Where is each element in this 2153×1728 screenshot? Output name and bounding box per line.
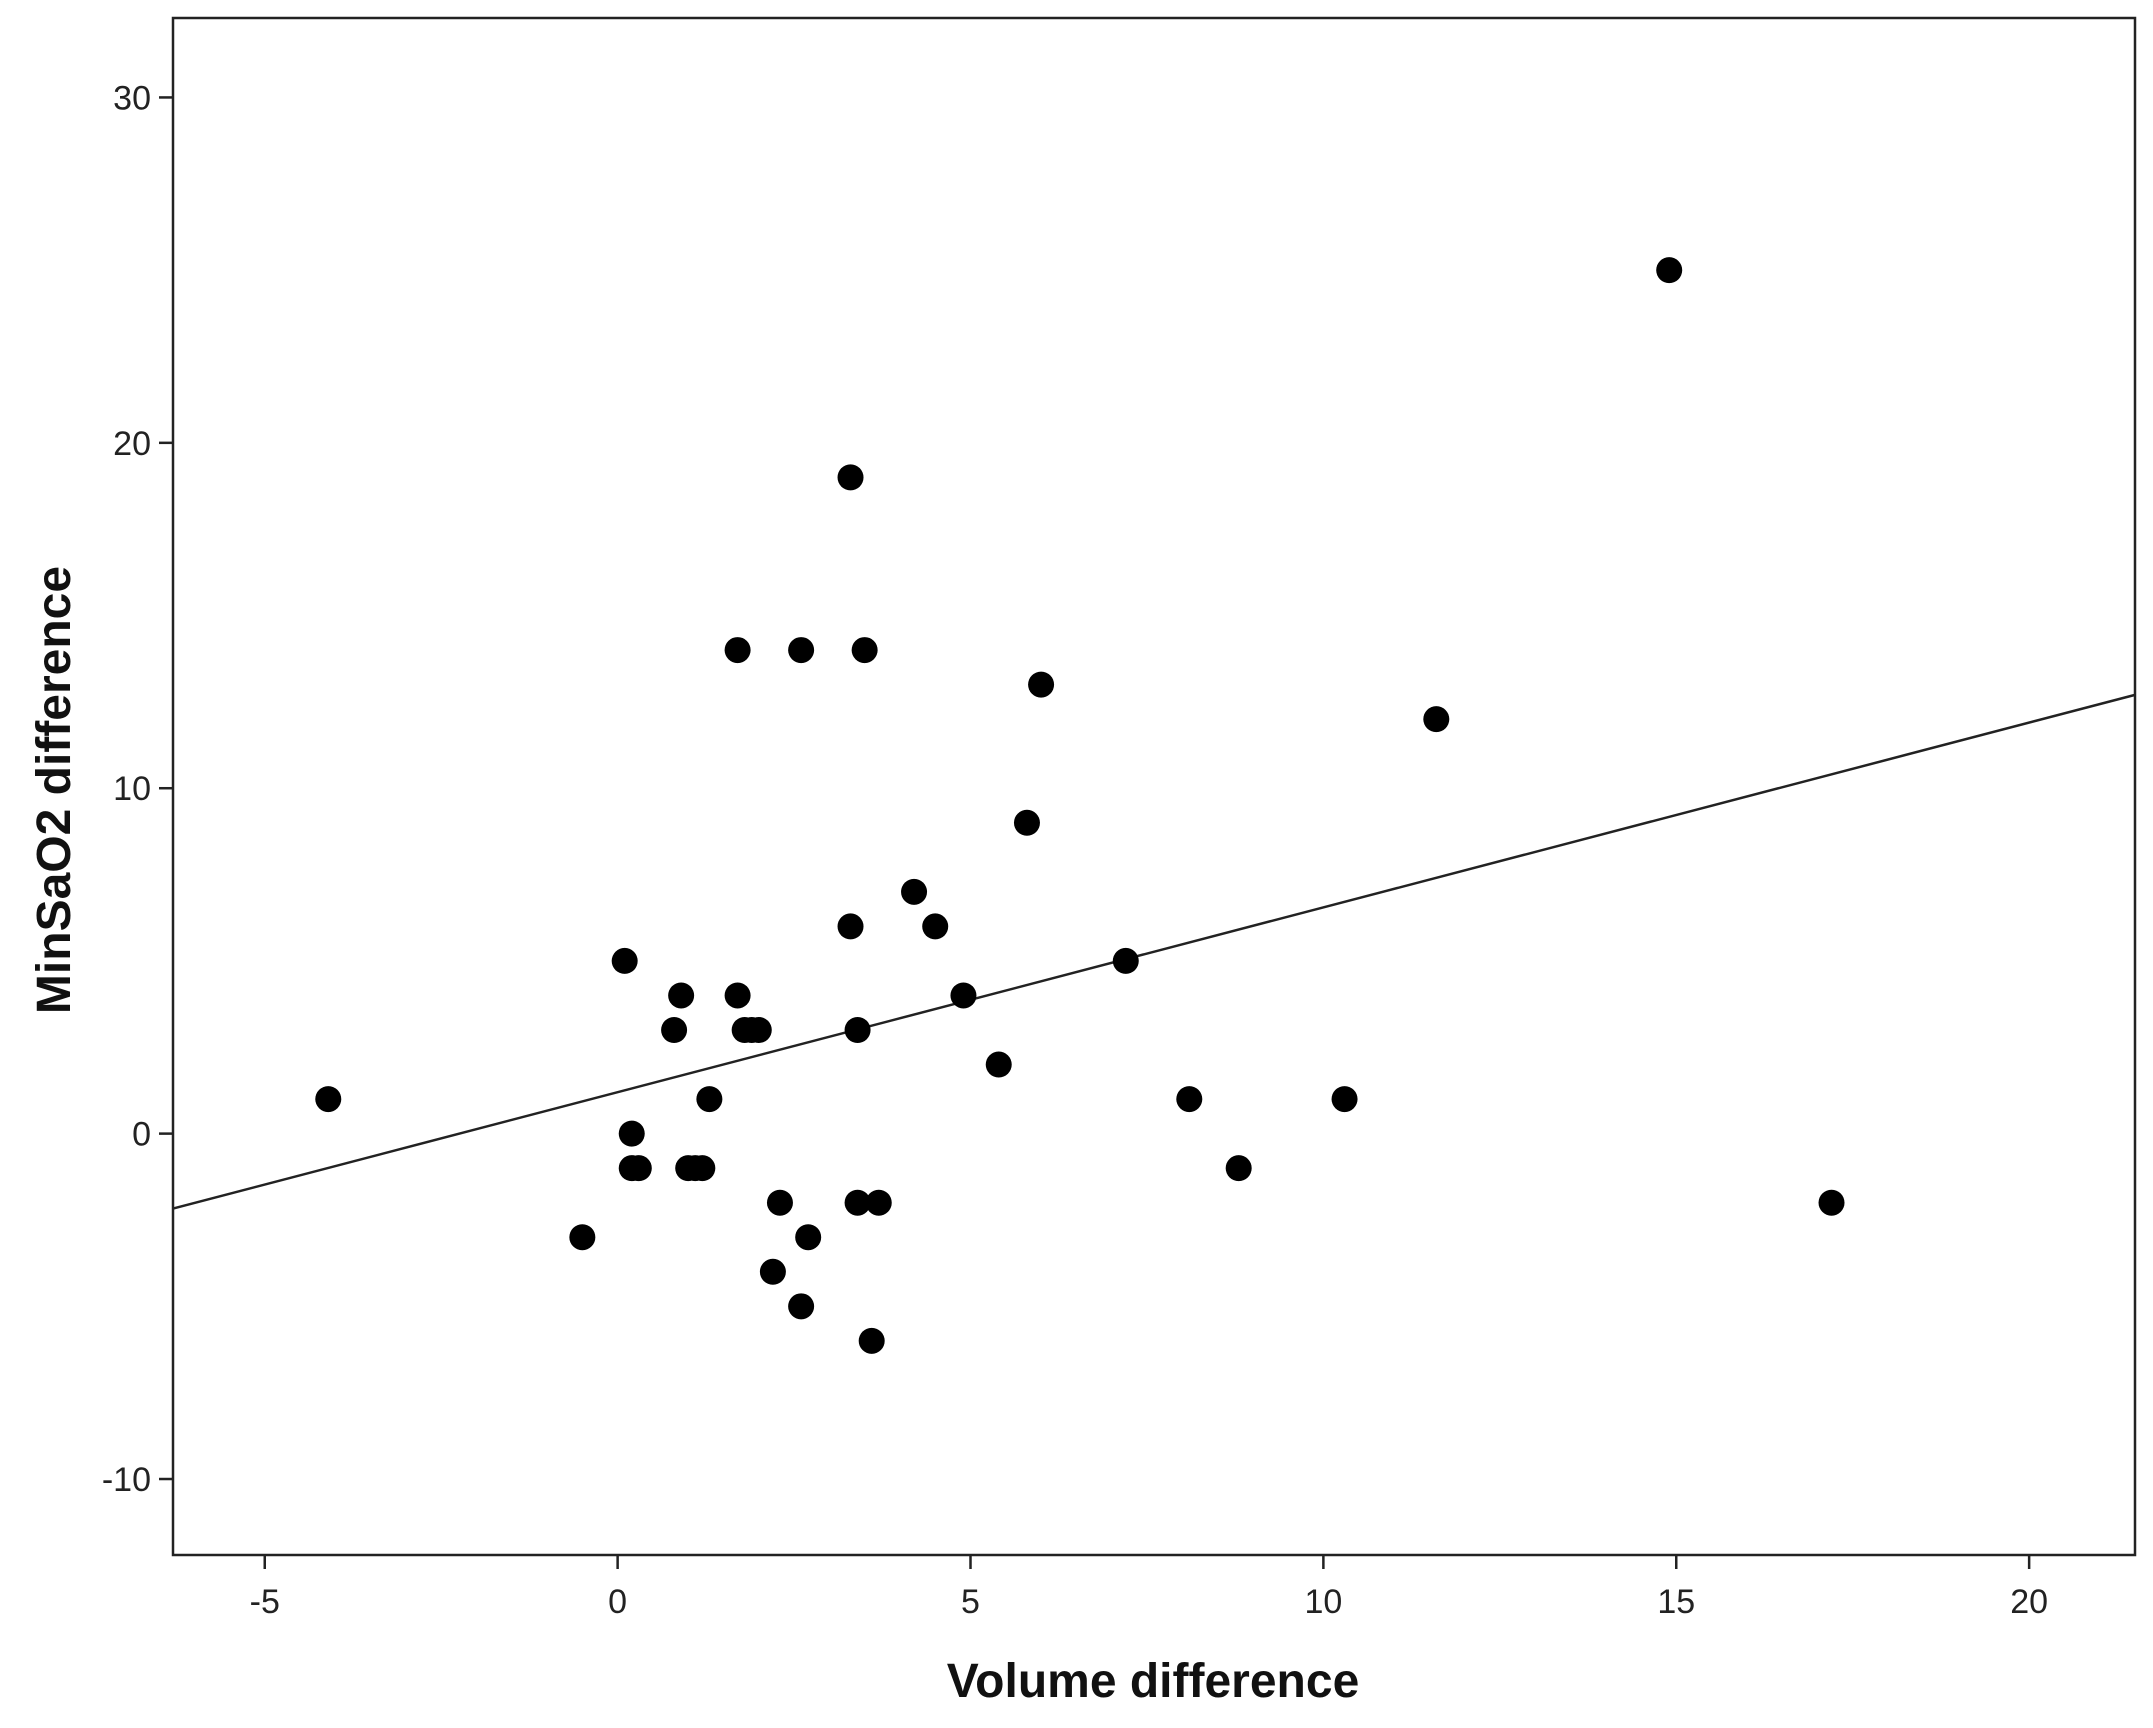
fit-line-group bbox=[172, 693, 2136, 1210]
data-point bbox=[1331, 1086, 1358, 1113]
data-point bbox=[795, 1224, 822, 1251]
data-points bbox=[315, 257, 1845, 1354]
data-point bbox=[858, 1327, 885, 1354]
x-axis-title: Volume difference bbox=[947, 1655, 1360, 1708]
data-point bbox=[625, 1155, 652, 1182]
data-point bbox=[1423, 706, 1450, 733]
x-tick-label: -5 bbox=[250, 1583, 280, 1621]
data-point bbox=[1112, 947, 1139, 974]
data-point bbox=[696, 1086, 723, 1113]
data-point bbox=[1028, 671, 1055, 698]
data-point bbox=[689, 1155, 716, 1182]
data-point bbox=[1225, 1155, 1252, 1182]
data-point bbox=[1656, 257, 1683, 284]
data-point bbox=[1013, 809, 1040, 836]
x-axis: -5 0 5 10 15 20 bbox=[250, 1555, 2048, 1621]
data-point bbox=[788, 1293, 815, 1320]
data-point bbox=[618, 1120, 645, 1147]
y-axis-title: MinSaO2 difference bbox=[28, 566, 81, 1014]
regression-line bbox=[172, 693, 2136, 1210]
data-point bbox=[901, 878, 928, 905]
data-point bbox=[611, 947, 638, 974]
data-point bbox=[922, 913, 949, 940]
data-point bbox=[788, 637, 815, 664]
data-point bbox=[844, 1189, 871, 1216]
x-tick-label: 15 bbox=[1657, 1583, 1695, 1621]
y-tick-label: -10 bbox=[102, 1461, 151, 1499]
data-point bbox=[837, 464, 864, 491]
data-point bbox=[1176, 1086, 1203, 1113]
data-point bbox=[837, 913, 864, 940]
plot-frame bbox=[171, 16, 2137, 1557]
data-point bbox=[759, 1258, 786, 1285]
y-tick-label: 0 bbox=[132, 1116, 151, 1154]
data-point bbox=[985, 1051, 1012, 1078]
plot-area-border bbox=[171, 16, 2137, 1557]
x-tick-label: 10 bbox=[1304, 1583, 1342, 1621]
data-point bbox=[844, 1017, 871, 1044]
data-point bbox=[724, 982, 751, 1009]
y-tick-label: 20 bbox=[113, 425, 151, 463]
x-tick-label: 5 bbox=[961, 1583, 980, 1621]
data-point bbox=[569, 1224, 596, 1251]
data-point bbox=[865, 1189, 892, 1216]
data-point bbox=[766, 1189, 793, 1216]
data-point bbox=[950, 982, 977, 1009]
x-tick-label: 20 bbox=[2010, 1583, 2048, 1621]
data-point bbox=[724, 637, 751, 664]
data-point bbox=[668, 982, 695, 1009]
data-point bbox=[851, 637, 878, 664]
x-tick-label: 0 bbox=[608, 1583, 627, 1621]
y-axis: -10 0 10 20 30 bbox=[102, 79, 173, 1499]
data-point bbox=[745, 1017, 772, 1044]
data-point bbox=[661, 1017, 688, 1044]
data-point bbox=[1818, 1189, 1845, 1216]
y-tick-label: 10 bbox=[113, 770, 151, 808]
y-tick-label: 30 bbox=[113, 79, 151, 117]
data-point bbox=[315, 1086, 342, 1113]
